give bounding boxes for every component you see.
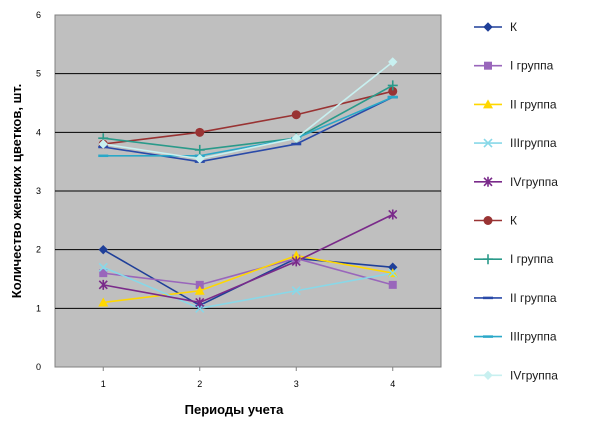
series-markers [98,57,398,313]
series-line-8 [103,96,394,157]
y-tick-label: 5 [36,69,41,79]
legend-marker [483,176,493,187]
data-point [98,244,108,255]
x-tick-label: 4 [390,379,395,389]
legend-label: IVгруппа [510,175,558,189]
legend-item: IIIгруппа [474,136,557,150]
legend-label: I группа [510,252,554,266]
data-point [98,297,109,307]
legend-marker [484,61,492,70]
data-point [195,280,204,289]
legend-label: К [510,214,517,228]
legend: К I группа II группа IIIгруппа IVгруппа К I гр… [474,20,558,382]
data-point [98,262,108,272]
series-line-5 [103,90,393,145]
data-point [387,80,398,91]
legend-item: I группа [474,59,554,73]
legend-label: I группа [510,59,554,73]
data-point [195,127,205,137]
y-tick-label: 6 [36,10,41,20]
legend-label: II группа [510,291,557,305]
data-point [388,280,397,289]
legend-item: IVгруппа [474,368,558,382]
series-lines [102,61,394,310]
data-point [388,268,398,278]
legend-item: II группа [474,97,557,111]
data-point [195,154,205,164]
series-line-1 [103,257,393,286]
legend-label: II группа [510,97,557,111]
data-point [388,209,398,220]
y-axis-title: Количество женских цветков, шт. [9,84,24,298]
legend-marker [483,370,493,381]
legend-label: IIIгруппа [510,136,557,150]
y-tick-label: 2 [36,245,41,255]
y-tick-label: 3 [36,186,41,196]
legend-item: К [474,20,517,34]
x-tick-label: 3 [294,379,299,389]
x-axis-ticks: 1 2 3 4 [101,367,395,389]
series-line-2 [103,254,393,304]
series-line-7 [103,96,394,163]
legend-label: IVгруппа [510,368,558,382]
data-point [291,256,301,267]
series-line-9 [103,61,394,160]
legend-item: К [474,214,517,228]
x-tick-label: 1 [101,379,106,389]
legend-label: К [510,20,517,34]
series-line-4 [103,213,394,304]
legend-marker [483,254,493,265]
legend-item: I группа [474,252,554,266]
legend-marker [483,22,493,32]
x-tick-label: 2 [197,379,202,389]
data-point [195,297,205,308]
data-point [194,144,205,155]
data-point [98,139,108,149]
legend-marker [483,99,493,109]
data-point [98,279,108,290]
data-point [388,57,398,67]
legend-label: IIIгруппа [510,330,557,344]
y-tick-label: 4 [36,127,41,137]
data-point [388,86,398,96]
legend-marker [483,216,493,225]
x-axis-title: Периоды учета [185,402,284,417]
data-point [99,269,108,278]
legend-marker [483,138,493,148]
y-axis-ticks: 0 1 2 3 4 5 6 [36,10,41,372]
data-point [291,133,301,143]
legend-item: II группа [474,291,557,305]
series-line-3 [102,266,393,310]
legend-item: IVгруппа [474,175,558,189]
data-point [291,110,301,120]
data-point [194,285,205,295]
series-line-6 [103,84,394,151]
y-tick-label: 1 [36,303,41,313]
data-point [291,286,301,296]
data-point [291,250,302,260]
y-tick-label: 0 [36,362,41,372]
legend-item: IIIгруппа [474,330,557,344]
